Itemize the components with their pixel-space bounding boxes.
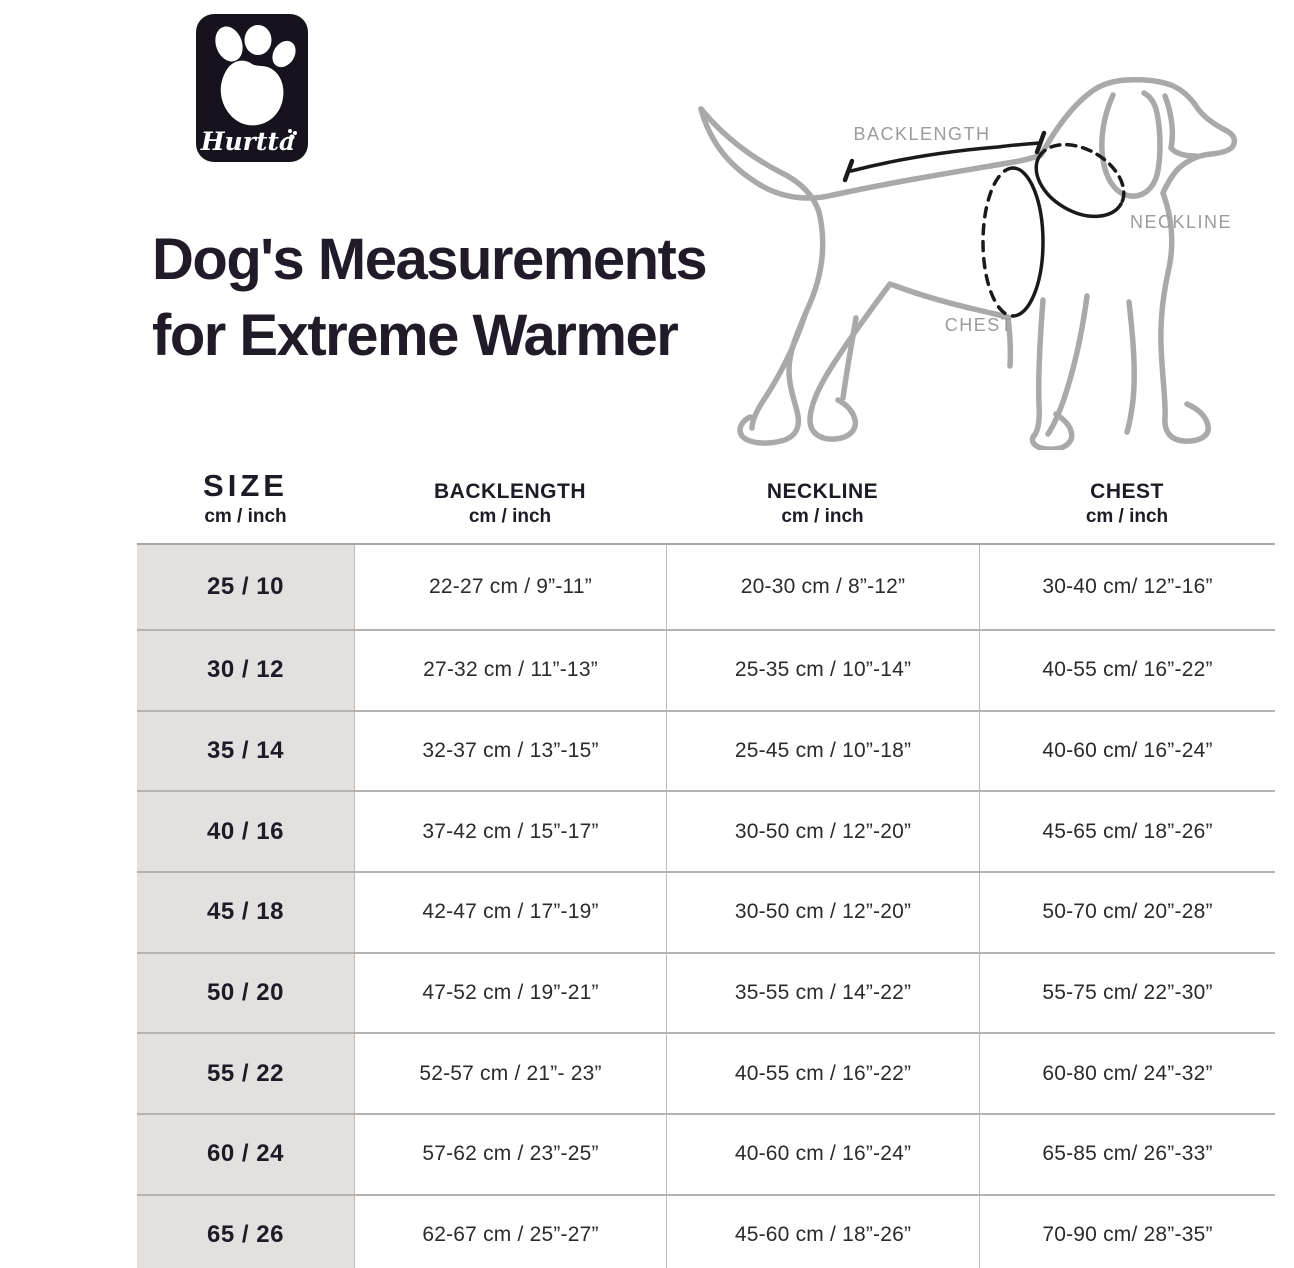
neckline-ellipse-dashed xyxy=(1037,142,1126,206)
header-size-label: SIZE xyxy=(203,468,288,503)
hind-leg-near-rear-edge xyxy=(840,315,859,401)
backlength-cell: 22-27 cm / 9”-11” xyxy=(354,545,666,629)
size-cell: 35 / 14 xyxy=(137,711,354,791)
neckline-cell: 45-60 cm / 18”-26” xyxy=(666,1195,979,1268)
chest-ellipse-dashed xyxy=(981,166,1015,318)
table-row: 35 / 14 32-37 cm / 13”-15” 25-45 cm / 10… xyxy=(137,709,1275,791)
neckline-cell: 40-55 cm / 16”-22” xyxy=(666,1034,979,1114)
header-size: SIZE cm / inch xyxy=(137,468,354,528)
back-line xyxy=(830,152,1044,198)
size-cell: 25 / 10 xyxy=(137,545,354,629)
elbow-line xyxy=(1005,314,1014,369)
table-row: 55 / 22 52-57 cm / 21”- 23” 40-55 cm / 1… xyxy=(137,1032,1275,1114)
neckline-cell: 30-50 cm / 12”-20” xyxy=(666,873,979,952)
neckline-cell: 40-60 cm / 16”-24” xyxy=(666,1115,979,1194)
neckline-label: NECKLINE xyxy=(1130,212,1232,232)
chest-ellipse-solid xyxy=(1011,166,1045,318)
logo-trademark-paw-icon xyxy=(288,129,297,140)
neckline-cell: 25-45 cm / 10”-18” xyxy=(666,711,979,791)
hind-leg-far xyxy=(737,209,826,446)
backlength-tick-right xyxy=(1034,130,1047,155)
table-row: 45 / 18 42-47 cm / 17”-19” 30-50 cm / 12… xyxy=(137,871,1275,952)
backlength-cell: 62-67 cm / 25”-27” xyxy=(354,1195,666,1268)
table-row: 60 / 24 57-62 cm / 23”-25” 40-60 cm / 16… xyxy=(137,1113,1275,1194)
neckline-cell: 30-50 cm / 12”-20” xyxy=(666,792,979,872)
size-table-header: SIZE cm / inch BACKLENGTH cm / inch NECK… xyxy=(137,468,1275,528)
backlength-cell: 47-52 cm / 19”-21” xyxy=(354,953,666,1033)
page-title: Dog's Measurements for Extreme Warmer xyxy=(152,222,708,374)
logo-wordmark: Hurtta xyxy=(200,127,295,156)
page-title-line2: for Extreme Warmer xyxy=(152,303,679,368)
backlength-cell: 27-32 cm / 11”-13” xyxy=(354,631,666,710)
chest-cell: 55-75 cm/ 22”-30” xyxy=(979,953,1275,1033)
size-cell: 50 / 20 xyxy=(137,953,354,1033)
front-leg-far xyxy=(1029,297,1075,450)
page-title-line1: Dog's Measurements xyxy=(152,227,708,292)
tail xyxy=(698,106,822,215)
header-size-sub: cm / inch xyxy=(204,506,287,527)
header-neckline: NECKLINE cm / inch xyxy=(666,470,979,528)
neckline-ellipse-solid xyxy=(1034,155,1123,219)
header-chest: CHEST cm / inch xyxy=(979,470,1275,528)
table-row: 40 / 16 37-42 cm / 15”-17” 30-50 cm / 12… xyxy=(137,790,1275,872)
size-cell: 60 / 24 xyxy=(137,1115,354,1194)
measurement-marks xyxy=(842,130,1126,318)
chest-cell: 40-60 cm/ 16”-24” xyxy=(979,711,1275,791)
chest-cell: 50-70 cm/ 20”-28” xyxy=(979,873,1275,952)
chest-cell: 70-90 cm/ 28”-35” xyxy=(979,1195,1275,1268)
backlength-cell: 42-47 cm / 17”-19” xyxy=(354,873,666,952)
dog-measurement-diagram: BACKLENGTH NECKLINE CHEST xyxy=(698,77,1238,450)
belly-line xyxy=(890,282,1010,320)
dog-outline xyxy=(698,77,1238,450)
backlength-cell: 52-57 cm / 21”- 23” xyxy=(354,1034,666,1114)
size-cell: 30 / 12 xyxy=(137,631,354,710)
header-backlength-sub: cm / inch xyxy=(468,506,552,527)
backlength-cell: 32-37 cm / 13”-15” xyxy=(354,711,666,791)
table-row: 50 / 20 47-52 cm / 19”-21” 35-55 cm / 14… xyxy=(137,951,1275,1033)
backlength-label: BACKLENGTH xyxy=(853,124,990,144)
table-row: 65 / 26 62-67 cm / 25”-27” 45-60 cm / 18… xyxy=(137,1193,1275,1268)
head-outline xyxy=(1038,77,1238,196)
neckline-cell: 20-30 cm / 8”-12” xyxy=(666,545,979,629)
header-neckline-sub: cm / inch xyxy=(781,506,864,527)
table-row: 30 / 12 27-32 cm / 11”-13” 25-35 cm / 10… xyxy=(137,629,1275,710)
chest-cell: 60-80 cm/ 24”-32” xyxy=(979,1034,1275,1114)
size-table-body: 25 / 10 22-27 cm / 9”-11” 20-30 cm / 8”-… xyxy=(137,543,1275,1268)
header-backlength: BACKLENGTH cm / inch xyxy=(354,470,666,528)
size-cell: 40 / 16 xyxy=(137,792,354,872)
paw-icon xyxy=(215,25,296,126)
backlength-cell: 37-42 cm / 15”-17” xyxy=(354,792,666,872)
neckline-cell: 25-35 cm / 10”-14” xyxy=(666,631,979,710)
chest-cell: 45-65 cm/ 18”-26” xyxy=(979,792,1275,872)
size-cell: 65 / 26 xyxy=(137,1195,354,1268)
header-chest-label: CHEST xyxy=(1090,480,1164,503)
chest-label: CHEST xyxy=(945,315,1014,335)
tail-lower xyxy=(698,106,836,201)
chest-cell: 30-40 cm/ 12”-16” xyxy=(979,545,1275,629)
size-cell: 55 / 22 xyxy=(137,1034,354,1114)
hind-leg-near xyxy=(807,281,893,442)
backlength-tick-left xyxy=(842,158,855,183)
hind-leg-far-front-edge xyxy=(749,312,808,431)
backlength-measure-line xyxy=(849,141,1041,173)
backlength-cell: 57-62 cm / 23”-25” xyxy=(354,1115,666,1194)
front-leg-far-back-edge xyxy=(1045,293,1090,437)
header-backlength-label: BACKLENGTH xyxy=(434,480,586,503)
ear xyxy=(1099,90,1163,199)
header-chest-sub: cm / inch xyxy=(1085,506,1169,527)
table-row: 25 / 10 22-27 cm / 9”-11” 20-30 cm / 8”-… xyxy=(137,543,1275,629)
chest-cell: 65-85 cm/ 26”-33” xyxy=(979,1115,1275,1194)
chest-cell: 40-55 cm/ 16”-22” xyxy=(979,631,1275,710)
front-leg-near-back-edge xyxy=(1124,299,1137,435)
header-neckline-label: NECKLINE xyxy=(766,480,879,503)
neckline-cell: 35-55 cm / 14”-22” xyxy=(666,953,979,1033)
far-ear-line xyxy=(1162,93,1199,159)
front-leg-near xyxy=(1158,190,1211,444)
brand-logo: Hurtta xyxy=(196,14,308,162)
size-cell: 45 / 18 xyxy=(137,873,354,952)
